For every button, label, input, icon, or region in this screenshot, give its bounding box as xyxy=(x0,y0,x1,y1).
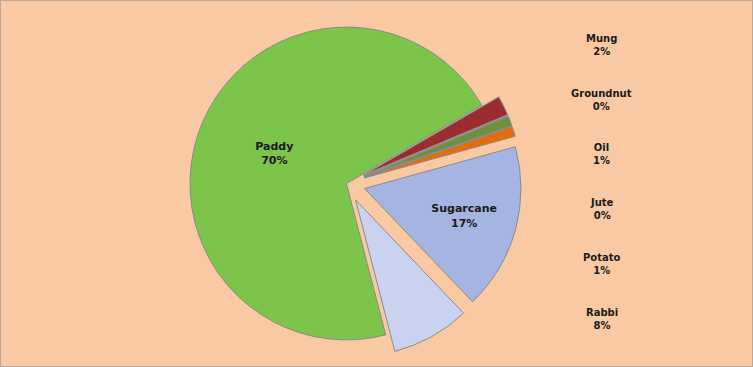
svg-text:Sugarcane17%: Sugarcane17% xyxy=(431,202,497,229)
svg-text:Paddy70%: Paddy70% xyxy=(255,140,293,167)
svg-text:Oil1%: Oil1% xyxy=(593,142,610,166)
svg-text:Jute0%: Jute0% xyxy=(590,197,614,221)
svg-text:Groundnut0%: Groundnut0% xyxy=(571,88,632,112)
svg-text:Potato1%: Potato1% xyxy=(583,252,621,276)
svg-text:Mung2%: Mung2% xyxy=(586,33,617,57)
svg-text:Rabbi8%: Rabbi8% xyxy=(586,307,618,331)
